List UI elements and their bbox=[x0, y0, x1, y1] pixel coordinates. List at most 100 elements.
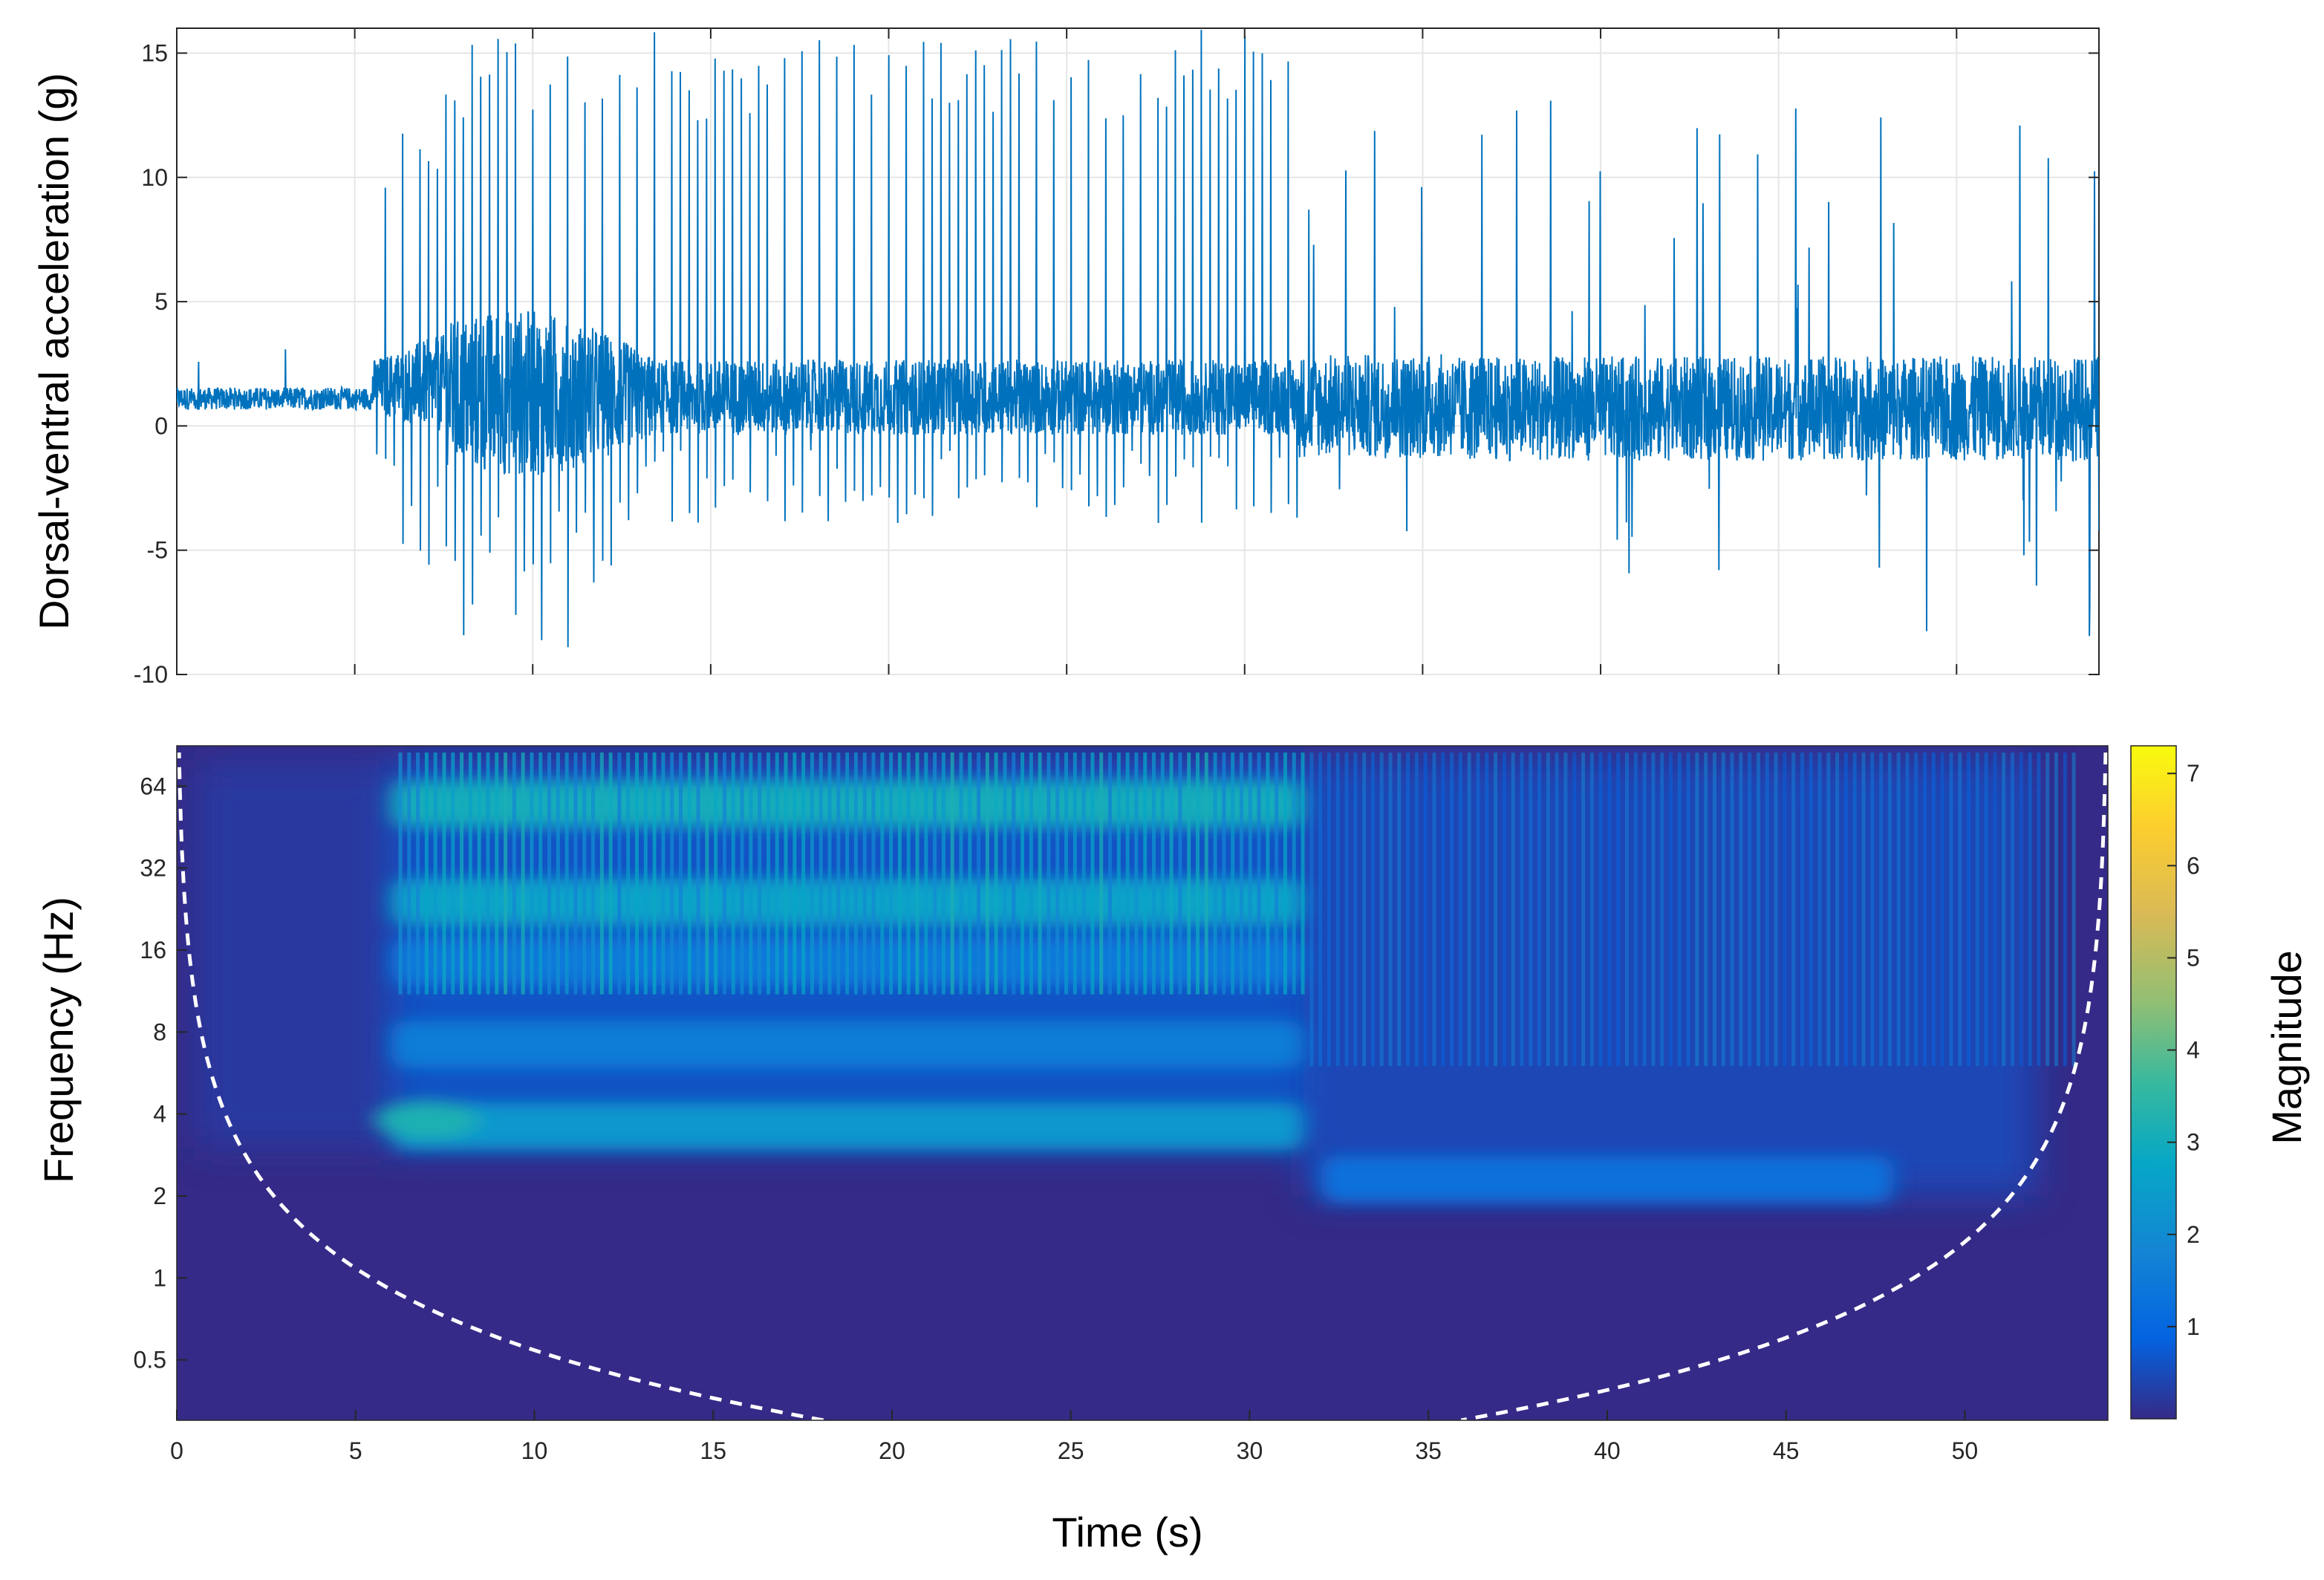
stride-stripe bbox=[1327, 752, 1331, 1067]
stride-stripe bbox=[1222, 752, 1226, 995]
stride-stripe bbox=[1187, 752, 1191, 995]
stride-stripe bbox=[941, 752, 945, 995]
stride-stripe bbox=[1213, 752, 1217, 995]
stride-stripe bbox=[2011, 752, 2015, 1067]
stride-stripe bbox=[1809, 752, 1813, 1067]
stride-stripe bbox=[617, 752, 622, 995]
stride-stripe bbox=[1537, 752, 1542, 1067]
stride-stripe bbox=[1958, 752, 1962, 1067]
stride-stripe bbox=[705, 752, 709, 995]
stride-stripe bbox=[652, 752, 657, 995]
stride-stripe bbox=[722, 752, 726, 995]
stride-stripe bbox=[1257, 752, 1261, 995]
stride-stripe bbox=[1616, 752, 1621, 1067]
stride-stripe bbox=[1021, 752, 1025, 995]
stride-stripe bbox=[1178, 752, 1182, 995]
stride-stripe bbox=[2045, 752, 2050, 1067]
y-tick-label: 2 bbox=[153, 1183, 166, 1209]
stride-stripe bbox=[801, 752, 806, 995]
acceleration-panel: -10 -5 0 5 10 15 Dorsal-ventral acceleration … bbox=[30, 27, 2100, 688]
y-tick-label: 10 bbox=[141, 164, 168, 191]
stride-stripe bbox=[1231, 752, 1235, 995]
x-tick-label: 10 bbox=[521, 1437, 548, 1464]
stride-stripe bbox=[1581, 752, 1586, 1067]
stride-stripe bbox=[1826, 752, 1831, 1067]
stride-stripe bbox=[1012, 752, 1016, 995]
stride-stripe bbox=[424, 752, 429, 995]
stride-stripe bbox=[504, 752, 508, 995]
stride-stripe bbox=[1397, 752, 1402, 1067]
stride-stripe bbox=[679, 752, 683, 995]
stride-stripe bbox=[1887, 752, 1892, 1067]
stride-stripe bbox=[1668, 752, 1673, 1067]
stride-stripe bbox=[1940, 752, 1944, 1067]
stride-stripe bbox=[1607, 752, 1612, 1067]
x-tick-label: 0 bbox=[170, 1437, 183, 1464]
stride-stripe bbox=[1090, 752, 1095, 995]
y-tick-label: 1 bbox=[153, 1264, 166, 1291]
stride-stripe bbox=[1949, 752, 1953, 1067]
stride-stripe bbox=[1116, 752, 1121, 995]
stride-stripe bbox=[1555, 752, 1559, 1067]
stride-stripe bbox=[968, 752, 972, 995]
stride-stripe bbox=[1896, 752, 1901, 1067]
stride-stripe bbox=[818, 752, 823, 995]
stride-stripe bbox=[1633, 752, 1638, 1067]
stride-stripe bbox=[1598, 752, 1603, 1067]
y-tick-label: 0 bbox=[154, 412, 168, 439]
stride-stripe bbox=[556, 752, 560, 995]
colorbar-ticks: 1 2 3 4 5 6 7 bbox=[2167, 760, 2200, 1340]
x-tick-label: 5 bbox=[349, 1437, 362, 1464]
x-tick-label: 20 bbox=[879, 1437, 905, 1464]
stride-stripe bbox=[959, 752, 963, 995]
stride-stripe bbox=[1765, 752, 1769, 1067]
colorbar-tick-label: 3 bbox=[2187, 1129, 2200, 1156]
stride-stripe bbox=[1414, 752, 1419, 1067]
stride-stripe bbox=[1143, 752, 1148, 995]
stride-stripe bbox=[1817, 752, 1822, 1067]
frequency-band bbox=[391, 1021, 1303, 1068]
stride-stripe bbox=[1204, 752, 1208, 995]
stride-stripe bbox=[889, 752, 894, 995]
acceleration-x-tick-marks bbox=[176, 28, 1958, 674]
stride-stripe bbox=[486, 752, 490, 995]
stride-stripe bbox=[1169, 752, 1174, 995]
stride-stripe bbox=[1441, 752, 1445, 1067]
x-tick-label: 15 bbox=[700, 1437, 726, 1464]
stride-stripe bbox=[1931, 752, 1936, 1067]
stride-stripe bbox=[591, 752, 596, 995]
stride-stripe bbox=[1388, 752, 1393, 1067]
stride-stripe bbox=[468, 752, 472, 995]
stride-stripe bbox=[1774, 752, 1778, 1067]
stride-stripe bbox=[836, 752, 841, 995]
stride-stripe bbox=[407, 752, 411, 995]
stride-stripe bbox=[1861, 752, 1866, 1067]
y-tick-label: 5 bbox=[154, 288, 168, 315]
stride-stripe bbox=[1975, 752, 1979, 1067]
stride-stripe bbox=[1003, 752, 1007, 995]
frequency-band bbox=[391, 1102, 1303, 1151]
stride-stripe bbox=[1923, 752, 1927, 1067]
stride-stripe bbox=[547, 752, 552, 995]
stride-stripe bbox=[1318, 752, 1323, 1067]
x-tick-label: 45 bbox=[1773, 1437, 1800, 1464]
stride-stripe bbox=[1047, 752, 1051, 995]
stride-stripe bbox=[1335, 752, 1340, 1067]
colorbar-tick-label: 1 bbox=[2187, 1313, 2200, 1340]
stride-stripe bbox=[871, 752, 876, 995]
colorbar-gradient bbox=[2130, 745, 2177, 1420]
stride-stripe bbox=[827, 752, 832, 995]
scalogram-y-ticks: 0.5 1 2 4 8 16 32 64 bbox=[134, 773, 187, 1373]
stride-stripe bbox=[1379, 752, 1384, 1067]
acceleration-y-ticks: -10 -5 0 5 10 15 bbox=[134, 39, 2099, 688]
stride-stripe bbox=[766, 752, 770, 995]
stride-stripe bbox=[626, 752, 631, 995]
cone-of-influence bbox=[177, 752, 2108, 1420]
stride-stripe bbox=[994, 752, 998, 995]
stride-stripe bbox=[1748, 752, 1752, 1067]
x-tick-label: 50 bbox=[1952, 1437, 1979, 1464]
stride-stripe bbox=[582, 752, 587, 995]
stride-stripe bbox=[398, 752, 403, 995]
stride-stripe bbox=[1712, 752, 1716, 1067]
